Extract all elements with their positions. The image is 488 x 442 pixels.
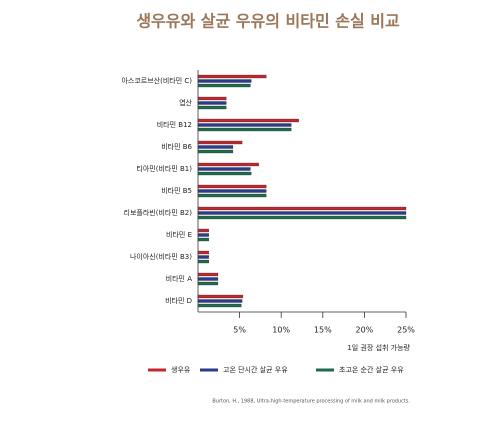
- bar: [197, 303, 242, 308]
- y-tick-label: 나이아신(비타민 B3): [130, 252, 192, 261]
- bar: [197, 96, 227, 101]
- legend-label: 생우유: [171, 365, 191, 374]
- legend-label: 초고온 순간 살균 우유: [339, 365, 404, 374]
- bar: [197, 259, 209, 264]
- bar: [197, 299, 243, 303]
- bar: [197, 233, 209, 237]
- y-tick-label: 비타민 B5: [161, 186, 192, 195]
- bar: [197, 228, 209, 233]
- bar: [197, 101, 227, 105]
- bar: [197, 118, 299, 123]
- bar: [197, 206, 407, 211]
- y-tick-label: 엽산: [179, 98, 192, 107]
- bar: [197, 171, 252, 176]
- source-note: Burton, H., 1988, Ultra-high-temperature…: [212, 399, 410, 405]
- y-tick-label: 리보플라빈(비타민 B2): [124, 208, 193, 217]
- x-tick-label: 15%: [314, 326, 332, 335]
- bar: [197, 145, 234, 149]
- bar: [197, 255, 209, 259]
- x-tick-label: 10%: [272, 326, 290, 335]
- bar: [197, 79, 252, 83]
- x-axis-label: 1일 권장 섭취 가능량: [347, 343, 410, 352]
- x-tick-label: 5%: [233, 326, 246, 335]
- y-tick-label: 비타민 E: [166, 230, 192, 239]
- y-tick-label: 비타민 D: [165, 296, 192, 305]
- y-tick-label: 비타민 B12: [157, 120, 192, 129]
- x-tick-label: 20%: [356, 326, 374, 335]
- bar: [197, 149, 234, 154]
- bar: [197, 272, 219, 277]
- bar: [197, 237, 209, 242]
- bar: [197, 162, 259, 167]
- bar: [197, 74, 267, 79]
- bar: [197, 140, 243, 145]
- bar: [197, 123, 292, 127]
- y-tick-label: 티아민(비타민 B1): [136, 164, 192, 173]
- bar: [197, 105, 227, 110]
- bar: [197, 189, 267, 193]
- bar: [197, 193, 267, 198]
- y-tick-label: 비타민 A: [166, 274, 193, 283]
- x-tick-label: 25%: [397, 326, 415, 335]
- legend-label: 고온 단시간 살균 우유: [223, 365, 288, 374]
- bar: [197, 211, 407, 215]
- chart-title: 생우유와 살균 우유의 비타민 손실 비교: [136, 12, 400, 31]
- bar: [197, 294, 244, 299]
- bar: [197, 167, 251, 171]
- bar: [197, 83, 251, 88]
- bar: [197, 250, 209, 255]
- bar: [197, 277, 219, 281]
- y-tick-label: 비타민 B6: [161, 142, 192, 151]
- bar: [197, 184, 267, 189]
- y-tick-label: 아스코르브산(비타민 C): [121, 76, 192, 85]
- bar: [197, 215, 407, 220]
- bar: [197, 127, 292, 132]
- bar: [197, 281, 219, 286]
